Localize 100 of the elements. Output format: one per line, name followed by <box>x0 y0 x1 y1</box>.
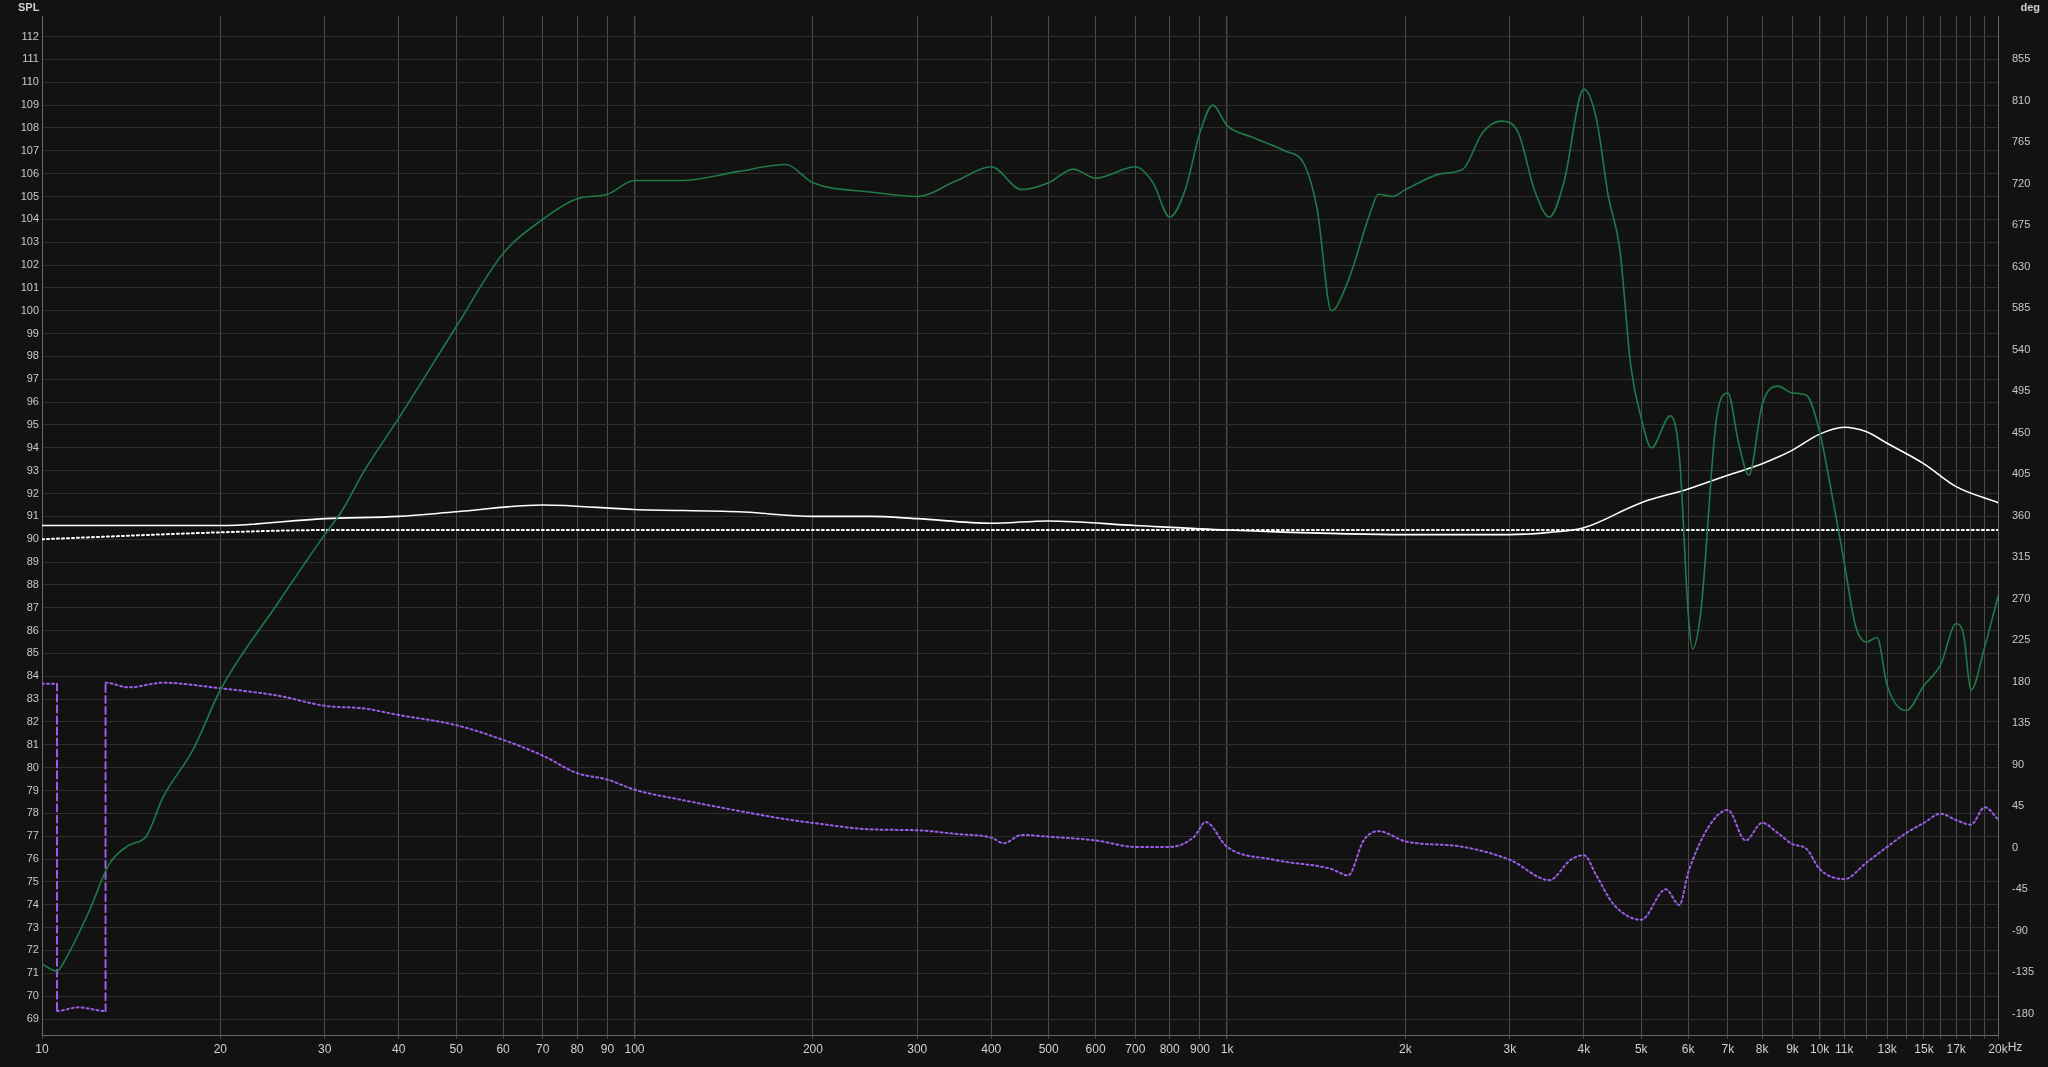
y-tick-label: 83 <box>26 692 39 705</box>
x-tick-label: 40 <box>392 1041 406 1056</box>
x-tick-label: 11k <box>1834 1041 1855 1056</box>
y-tick-label: 79 <box>26 783 39 796</box>
y-tick-label: 80 <box>26 760 39 773</box>
x-tick-label: 1k <box>1220 1041 1235 1056</box>
y-tick-label: 96 <box>26 395 39 408</box>
x-tick-label: 400 <box>981 1041 1002 1056</box>
y2-tick-label: 540 <box>2012 342 2031 355</box>
x-tick-label: 20k <box>1988 1041 2009 1056</box>
y-tick-label: 110 <box>21 75 39 88</box>
y2-tick-label: 270 <box>2012 591 2031 604</box>
y-tick-label: 90 <box>26 532 39 545</box>
y2-tick-label: -45 <box>2012 882 2028 895</box>
x-tick-label: 20 <box>213 1041 228 1056</box>
y-tick-label: 95 <box>26 418 39 430</box>
y-tick-label: 86 <box>26 623 39 636</box>
x-tick-label: 80 <box>570 1041 585 1056</box>
y2-tick-label: 90 <box>2012 757 2025 770</box>
y2-tick-label: 630 <box>2012 259 2031 272</box>
x-tick-label: 3k <box>1503 1041 1518 1056</box>
x-tick-label: 2k <box>1399 1041 1413 1056</box>
y-tick-label: 106 <box>20 166 39 179</box>
y-tick-label: 81 <box>26 737 39 750</box>
x-tick-label: 4k <box>1577 1041 1592 1056</box>
x-tick-label: 6k <box>1681 1041 1696 1056</box>
x-tick-label: 200 <box>802 1041 824 1056</box>
x-tick-label: 90 <box>600 1041 615 1056</box>
x-tick-label: 300 <box>907 1041 928 1056</box>
y-tick-label: 103 <box>20 235 39 248</box>
y-tick-label: 72 <box>26 943 39 956</box>
y2-tick-label: 0 <box>2012 840 2019 853</box>
y2-tick-label: 315 <box>2012 550 2031 563</box>
y-tick-label: 84 <box>26 669 39 682</box>
y-tick-label: 107 <box>20 143 39 156</box>
y-tick-label: 70 <box>26 989 39 1002</box>
y2-tick-label: 585 <box>2012 301 2031 314</box>
y-tick-label: 97 <box>26 372 39 385</box>
y-tick-label: 71 <box>26 966 39 979</box>
x-tick-label: 700 <box>1125 1041 1146 1056</box>
y2-tick-label: -135 <box>2012 965 2035 978</box>
x-tick-label: 100 <box>624 1041 645 1056</box>
x-tick-label: 8k <box>1755 1041 1770 1056</box>
y-tick-label: 82 <box>26 715 39 728</box>
y-tick-label: 92 <box>26 486 39 499</box>
y-tick-label: 101 <box>20 280 39 293</box>
y-tick-label: 105 <box>20 189 39 202</box>
y-tick-label: 88 <box>26 577 39 590</box>
y2-tick-label: 360 <box>2012 508 2031 521</box>
y2-tick-label: -90 <box>2012 923 2028 936</box>
y-tick-label: 100 <box>20 303 39 316</box>
y2-tick-label: 405 <box>2012 467 2031 480</box>
y-tick-label: 109 <box>20 98 39 111</box>
x-tick-label: 13k <box>1877 1041 1898 1056</box>
y2-tick-label: 225 <box>2012 633 2031 646</box>
y2-tick-label: 180 <box>2012 674 2031 687</box>
y-tick-label: 102 <box>20 258 39 271</box>
y2-tick-label: 45 <box>2012 799 2025 812</box>
y-tick-label: 74 <box>26 897 39 910</box>
x-tick-label: 10k <box>1809 1041 1831 1056</box>
x-tick-label: 9k <box>1786 1041 1800 1056</box>
y2-tick-label: 720 <box>2012 176 2031 189</box>
y-tick-label: 69 <box>26 1012 39 1025</box>
x-tick-label: 500 <box>1038 1041 1060 1056</box>
y-tick-label: 87 <box>26 600 39 613</box>
y-tick-label: 78 <box>26 806 39 819</box>
y2-tick-label: 810 <box>2012 93 2031 106</box>
y-tick-label: 112 <box>21 29 39 42</box>
y-tick-label: 98 <box>26 349 39 362</box>
x-tick-label: 70 <box>536 1041 550 1056</box>
y2-tick-label: 450 <box>2012 425 2031 438</box>
x-tick-label: 60 <box>496 1041 511 1056</box>
x-tick-label: 17k <box>1946 1041 1967 1056</box>
y2-tick-label: 765 <box>2012 135 2031 148</box>
y-tick-label: 91 <box>26 509 39 522</box>
y-tick-label: 76 <box>26 852 39 865</box>
y2-tick-label: -180 <box>2012 1006 2035 1019</box>
x-tick-label: 5k <box>1634 1041 1649 1056</box>
x-tick-label: 50 <box>449 1041 464 1056</box>
x-tick-label: 30 <box>318 1041 332 1056</box>
y-tick-label: 104 <box>20 212 39 225</box>
x-tick-label: 10 <box>35 1041 49 1056</box>
y-tick-label: 85 <box>26 646 39 659</box>
y2-axis-title: deg <box>2020 0 2040 13</box>
y-tick-label: 75 <box>26 874 39 887</box>
y-tick-label: 89 <box>26 555 39 568</box>
x-tick-label: 7k <box>1721 1041 1736 1056</box>
y-tick-label: 94 <box>26 440 39 453</box>
x-tick-label: 900 <box>1189 1041 1211 1056</box>
x-tick-label: 15k <box>1914 1041 1935 1056</box>
y-tick-label: 99 <box>26 326 39 339</box>
y-tick-label: 73 <box>26 920 39 933</box>
x-axis-title: Hz <box>2007 1040 2023 1055</box>
y2-tick-label: 855 <box>2012 52 2031 65</box>
y2-tick-label: 675 <box>2012 218 2031 231</box>
y-tick-label: 93 <box>26 463 39 476</box>
y2-tick-label: 495 <box>2012 384 2031 397</box>
y-axis-title: SPL <box>18 0 40 13</box>
y-tick-label: 111 <box>22 52 39 65</box>
x-tick-label: 800 <box>1159 1041 1180 1056</box>
